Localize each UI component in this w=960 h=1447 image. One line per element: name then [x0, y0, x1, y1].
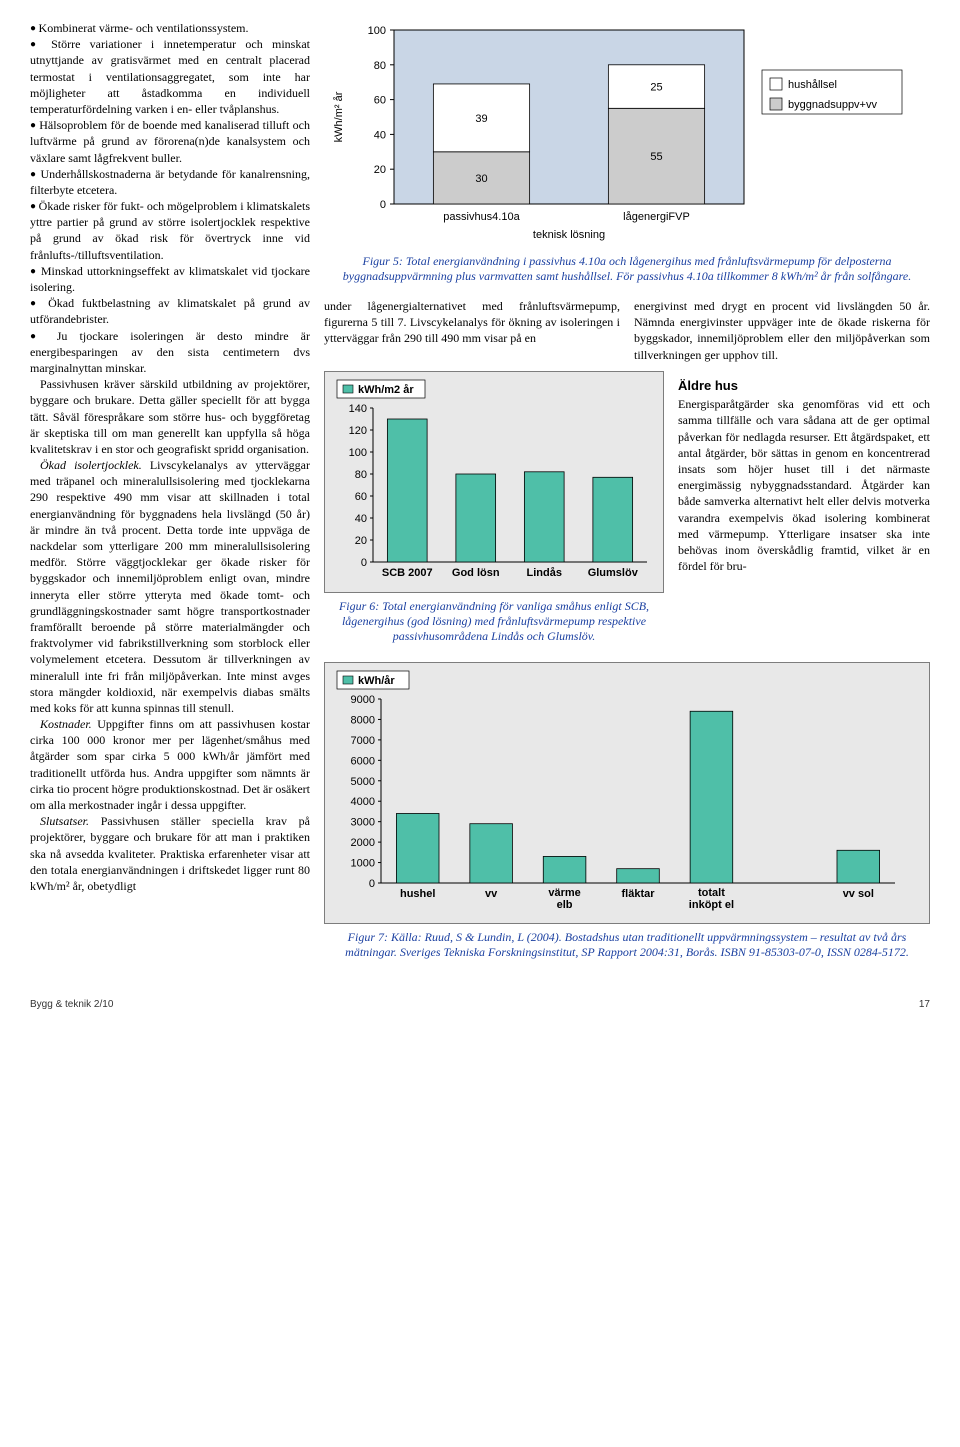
svg-text:5000: 5000	[351, 776, 375, 788]
mid-text-row: under lågenergialternativet med frånluft…	[324, 298, 930, 363]
fig7-box: kWh/år 0 1000 2000 3000 4000 5000 6000 7000 8000 9…	[324, 662, 930, 924]
fig7-caption: Figur 7: Källa: Ruud, S & Lundin, L (200…	[339, 930, 915, 960]
figure-7: kWh/år 0 1000 2000 3000 4000 5000 6000 7000 8000 9…	[324, 662, 930, 974]
mid-para-right: energivinst med drygt en procent vid liv…	[634, 298, 930, 363]
fig7-chart: kWh/år 0 1000 2000 3000 4000 5000 6000 7000 8000 9…	[333, 669, 905, 919]
para-head: Ökad isolertjocklek.	[40, 458, 142, 472]
svg-text:60: 60	[355, 491, 367, 503]
svg-text:värme: värme	[548, 887, 580, 899]
svg-text:60: 60	[374, 95, 386, 107]
svg-text:kWh/år: kWh/år	[358, 675, 395, 687]
bullet-item: Minskad uttorkningseffekt av klimatskale…	[30, 263, 310, 295]
footer-right: 17	[919, 998, 930, 1012]
aldre-hus-head: Äldre hus	[678, 377, 930, 395]
right-column: 0 20 40 60 80 100 kWh/m² år 30 39 passivhus4.10a 5…	[324, 20, 930, 974]
footer-left: Bygg & teknik 2/10	[30, 998, 113, 1012]
svg-text:7000: 7000	[351, 735, 375, 747]
fig6-chart: kWh/m2 år 0 20 40 60 80 100 120 140 SCB 2007 God l…	[333, 378, 655, 588]
svg-text:9000: 9000	[351, 694, 375, 706]
svg-text:55: 55	[650, 151, 662, 163]
bullet-item: Hälsoproblem för de boende med kanaliser…	[30, 117, 310, 166]
svg-text:100: 100	[349, 447, 367, 459]
fig6-wrap: kWh/m2 år 0 20 40 60 80 100 120 140 SCB 2007 God l…	[324, 371, 664, 658]
svg-text:vv sol: vv sol	[843, 888, 874, 900]
mid-col-right: energivinst med drygt en procent vid liv…	[634, 298, 930, 363]
svg-text:inköpt el: inköpt el	[689, 899, 734, 911]
left-para-4: Slutsatser. Passivhusen ställer speciell…	[30, 813, 310, 894]
svg-text:SCB 2007: SCB 2007	[382, 567, 433, 579]
bullet-item: Kombinerat värme- och ventilationssystem…	[30, 20, 310, 36]
svg-text:3000: 3000	[351, 816, 375, 828]
fig6-box: kWh/m2 år 0 20 40 60 80 100 120 140 SCB 2007 God l…	[324, 371, 664, 593]
svg-text:6000: 6000	[351, 755, 375, 767]
left-para-3: Kostnader. Uppgifter finns om att passiv…	[30, 716, 310, 813]
svg-text:20: 20	[355, 535, 367, 547]
bullet-item: Ju tjockare isoleringen är desto mindre …	[30, 328, 310, 377]
svg-text:30: 30	[475, 173, 487, 185]
svg-text:1000: 1000	[351, 857, 375, 869]
aldre-hus-text: Äldre hus Energisparåtgärder ska genomfö…	[678, 371, 930, 658]
mid-col-left: under lågenergialternativet med frånluft…	[324, 298, 620, 363]
bullet-list: Kombinerat värme- och ventilationssystem…	[30, 20, 310, 376]
svg-text:140: 140	[349, 403, 367, 415]
svg-text:0: 0	[369, 878, 375, 890]
page-footer: Bygg & teknik 2/10 17	[30, 998, 930, 1012]
bullet-item: Ökade risker för fukt- och mögelproblem …	[30, 198, 310, 263]
svg-text:teknisk lösning: teknisk lösning	[533, 229, 605, 241]
svg-text:fläktar: fläktar	[621, 888, 655, 900]
fig5-caption: Figur 5: Total energianvändning i passiv…	[339, 254, 915, 284]
mid-para-left: under lågenergialternativet med frånluft…	[324, 298, 620, 347]
svg-text:0: 0	[380, 199, 386, 211]
svg-text:120: 120	[349, 425, 367, 437]
svg-text:8000: 8000	[351, 714, 375, 726]
svg-text:Lindås: Lindås	[527, 567, 562, 579]
para-head: Kostnader.	[40, 717, 92, 731]
svg-text:kWh/m2 år: kWh/m2 år	[358, 384, 414, 396]
svg-text:4000: 4000	[351, 796, 375, 808]
svg-text:100: 100	[368, 25, 386, 37]
svg-text:0: 0	[361, 557, 367, 569]
svg-text:80: 80	[374, 60, 386, 72]
svg-text:God lösn: God lösn	[452, 567, 500, 579]
svg-text:hushållsel: hushållsel	[788, 79, 837, 91]
bullet-item: Större variationer i innetemperatur och …	[30, 36, 310, 117]
left-para-1: Passivhusen kräver särskild utbildning a…	[30, 376, 310, 457]
left-column: Kombinerat värme- och ventilationssystem…	[30, 20, 310, 974]
svg-text:totalt: totalt	[698, 887, 725, 899]
svg-text:lågenergiFVP: lågenergiFVP	[623, 211, 690, 223]
svg-text:Glumslöv: Glumslöv	[588, 567, 639, 579]
bullet-item: Underhållskostnaderna är betydande för k…	[30, 166, 310, 198]
svg-text:40: 40	[355, 513, 367, 525]
svg-text:39: 39	[475, 113, 487, 125]
page-columns: Kombinerat värme- och ventilationssystem…	[30, 20, 930, 974]
fig5-chart: 0 20 40 60 80 100 kWh/m² år 30 39 passivhus4.10a 5…	[324, 20, 914, 250]
svg-text:25: 25	[650, 82, 662, 94]
aldre-hus-para: Energisparåtgärder ska genomföras vid et…	[678, 396, 930, 574]
para-head: Slutsatser.	[40, 814, 89, 828]
svg-text:kWh/m² år: kWh/m² år	[333, 91, 345, 142]
svg-text:elb: elb	[557, 899, 573, 911]
left-para-2: Ökad isolertjocklek. Livscykelanalys av …	[30, 457, 310, 716]
svg-text:hushel: hushel	[400, 888, 435, 900]
para-body: Uppgifter finns om att passivhusen kosta…	[30, 717, 310, 812]
bullet-item: Ökad fuktbelastning av klimatskalet på g…	[30, 295, 310, 327]
figure-5: 0 20 40 60 80 100 kWh/m² år 30 39 passivhus4.10a 5…	[324, 20, 930, 298]
svg-text:20: 20	[374, 164, 386, 176]
para-body: Livscykelanalys av ytterväggar med träpa…	[30, 458, 310, 715]
fig6-caption: Figur 6: Total energianvändning för vanl…	[333, 599, 656, 644]
svg-text:2000: 2000	[351, 837, 375, 849]
svg-text:80: 80	[355, 469, 367, 481]
svg-text:vv: vv	[485, 888, 498, 900]
svg-text:40: 40	[374, 129, 386, 141]
fig6-row: kWh/m2 år 0 20 40 60 80 100 120 140 SCB 2007 God l…	[324, 371, 930, 658]
svg-text:byggnadsuppv+vv: byggnadsuppv+vv	[788, 99, 877, 111]
svg-text:passivhus4.10a: passivhus4.10a	[443, 211, 520, 223]
